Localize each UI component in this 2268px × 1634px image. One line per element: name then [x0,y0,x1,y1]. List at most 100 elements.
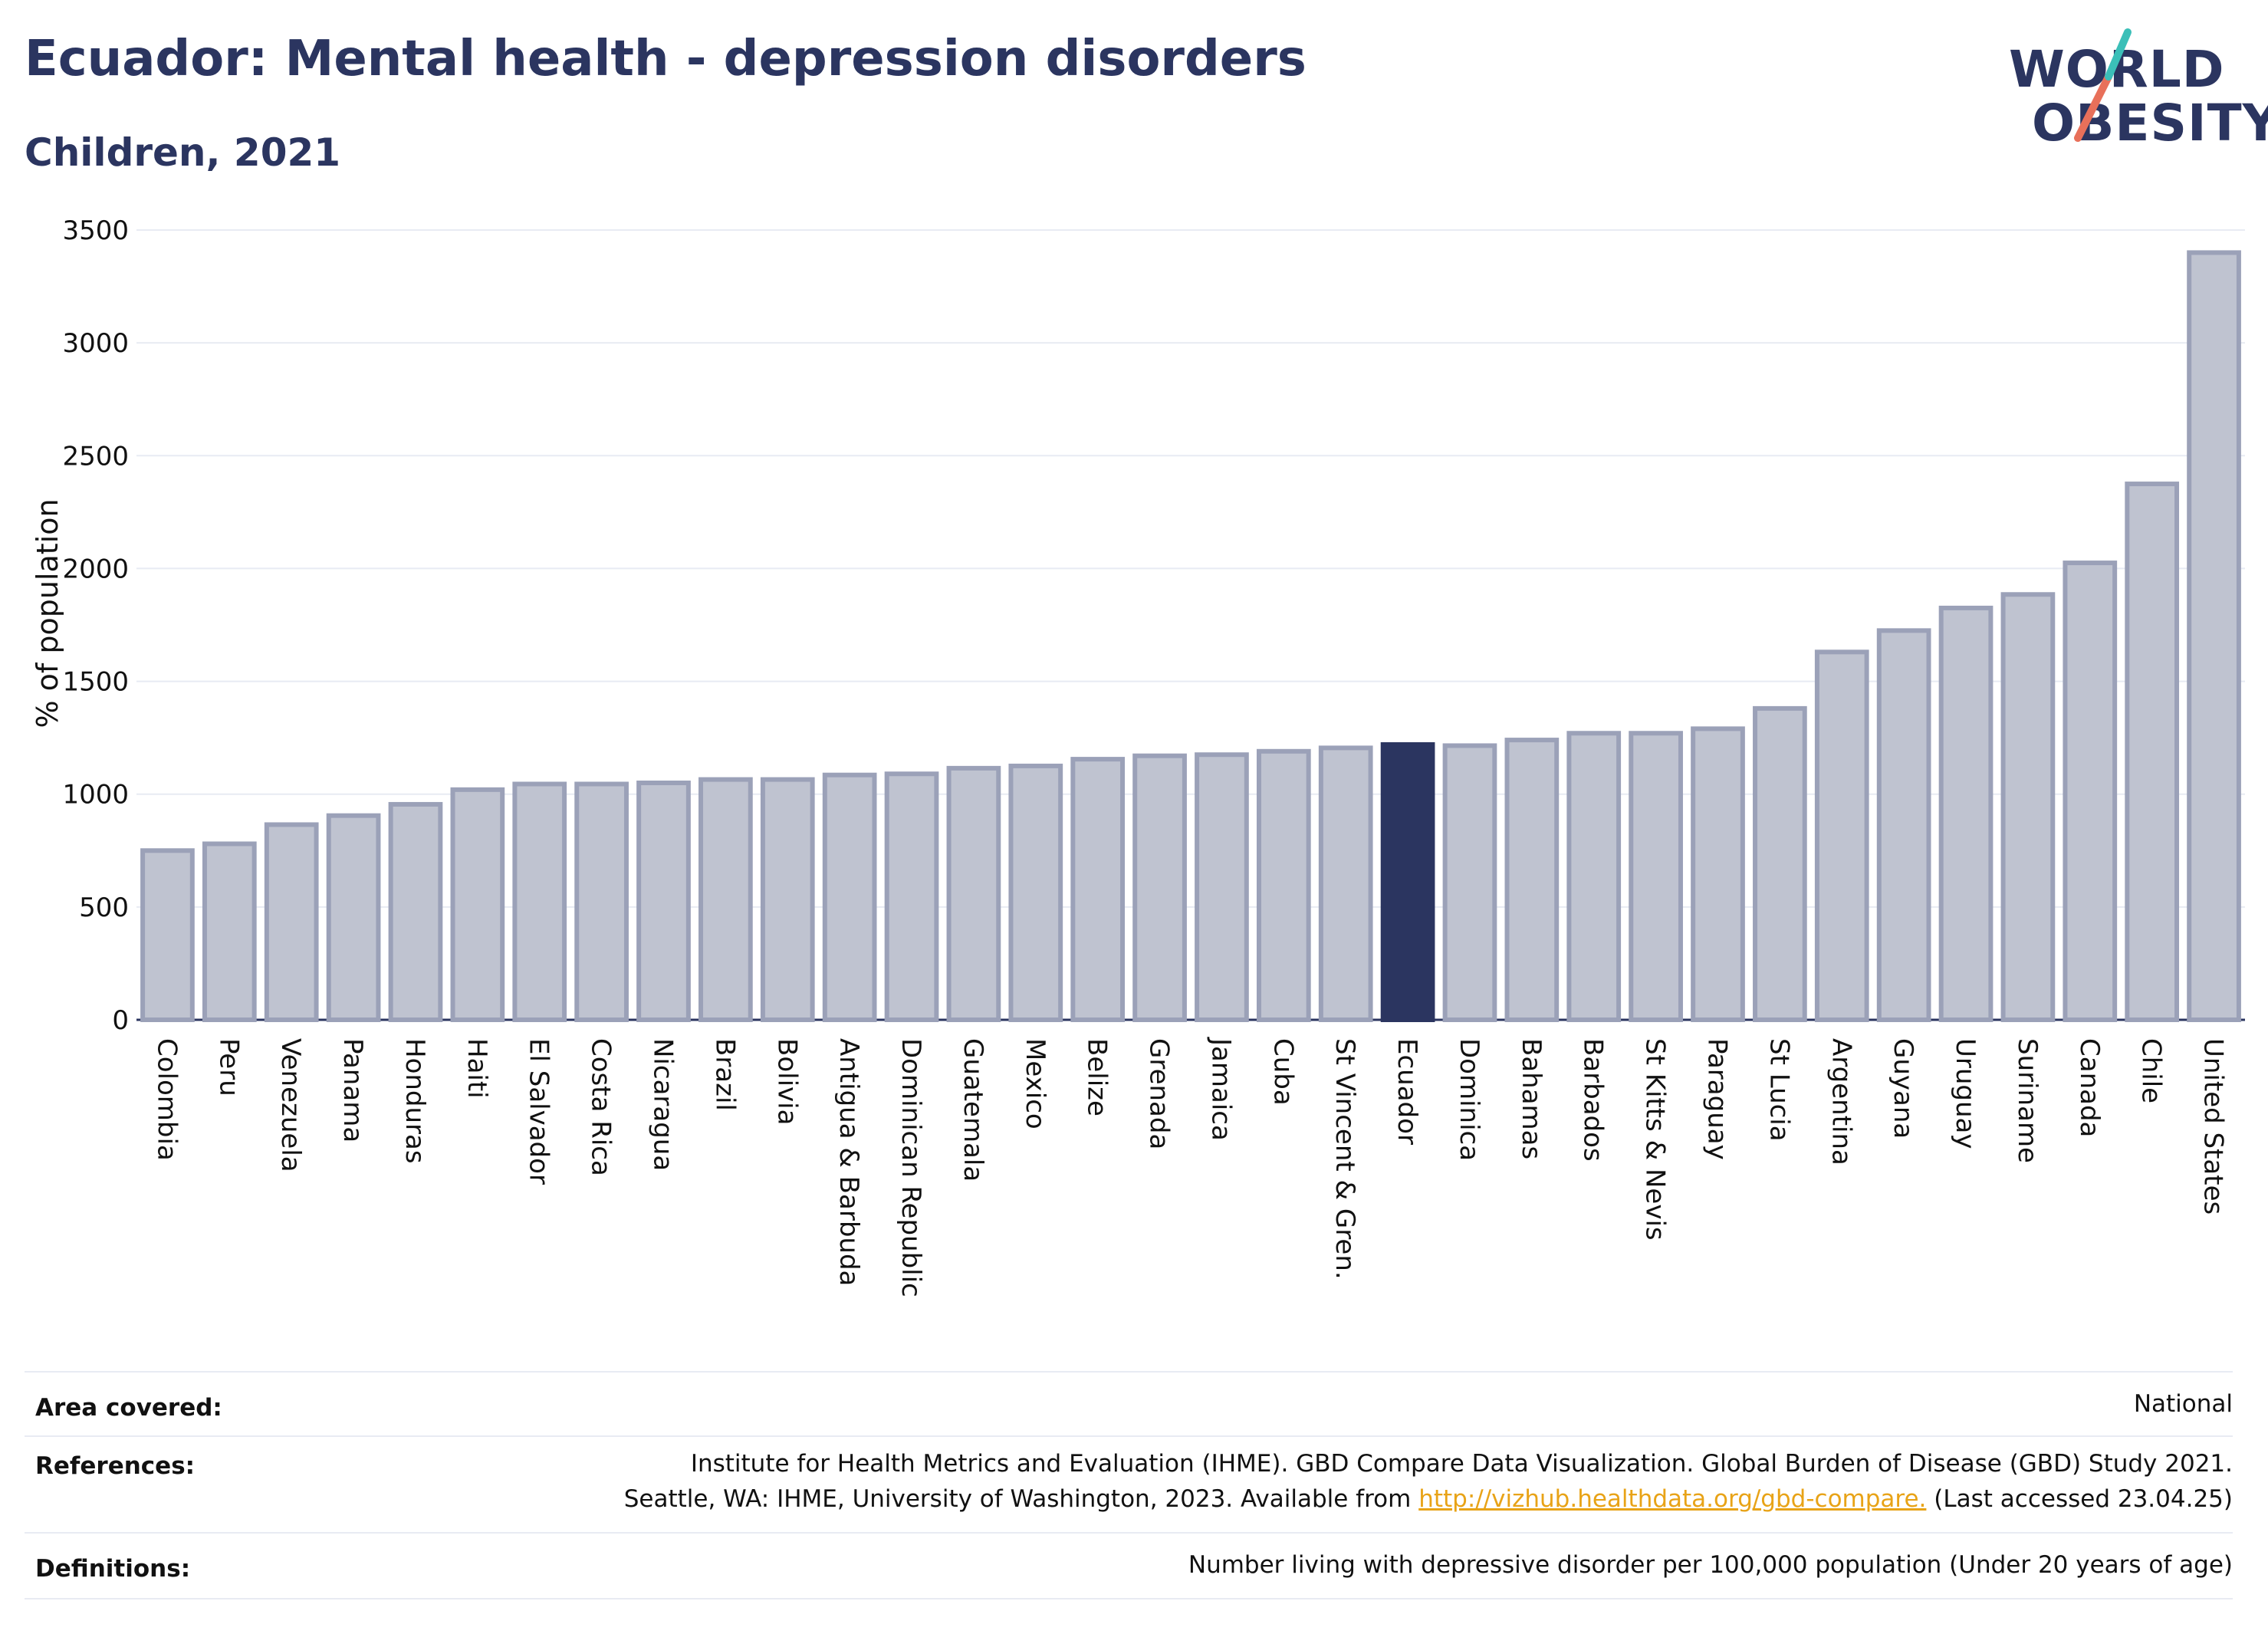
category-label: Grenada [1144,1038,1175,1149]
logo-line2: OBESITY [2032,94,2268,153]
category-label: Guyana [1888,1038,1918,1139]
category-label: Chile [2136,1038,2167,1103]
bar [1195,752,1249,1022]
category-label: Argentina [1826,1038,1856,1165]
y-tick-label: 0 [112,1005,129,1036]
category-label: Peru [213,1038,244,1096]
category-label: Panama [337,1038,368,1142]
category-label: Paraguay [1702,1038,1733,1160]
bar [326,813,381,1023]
bar [1876,628,1931,1022]
references-label: References: [35,1452,196,1480]
bar [1380,741,1435,1022]
references-link[interactable]: http://vizhub.healthdata.org/gbd-compare… [1418,1485,1927,1513]
category-label: Dominica [1454,1038,1484,1161]
bar [1814,649,1869,1022]
bars [140,250,2241,1023]
bar [1132,753,1187,1023]
bar [1008,763,1063,1023]
category-label: St Kitts & Nevis [1640,1038,1671,1241]
category-label: Uruguay [1950,1038,1980,1149]
category-label: Belize [1082,1038,1113,1116]
category-label: Suriname [2012,1038,2043,1163]
y-axis-title: % of population [31,498,64,728]
category-label: El Salvador [524,1038,554,1185]
category-label: Honduras [399,1038,430,1164]
bar [450,787,505,1022]
bar [140,848,195,1022]
bar [264,822,319,1023]
category-label: Cuba [1267,1038,1298,1106]
category-label: Guatemala [958,1038,988,1182]
bar [574,781,629,1022]
bar [946,765,1001,1022]
bar [1256,748,1311,1022]
references-row: References: Institute for Health Metrics… [25,1435,2233,1534]
category-label: Nicaragua [648,1038,679,1171]
bar [1318,745,1373,1023]
bar [1753,705,1807,1023]
category-label: Antigua & Barbuda [833,1038,864,1286]
category-label: Jamaica [1205,1037,1236,1141]
y-tick-label: 500 [79,893,129,923]
category-label: Mexico [1020,1038,1050,1129]
category-label: Colombia [151,1038,182,1161]
category-label: Venezuela [275,1038,306,1172]
category-label: St Vincent & Gren. [1330,1038,1360,1280]
world-obesity-logo: WORLD OBESITY [1994,23,2268,169]
info-table: Area covered: National References: Insti… [25,1371,2233,1601]
bar-chart: Colombia Peru Venezuela Panama Honduras Haiti… [31,215,2245,1297]
bar [1691,726,1745,1022]
bar [1070,757,1126,1022]
category-label: Bahamas [1516,1038,1547,1159]
references-value: Institute for Health Metrics and Evaluat… [624,1446,2233,1517]
bar [202,841,257,1023]
area-covered-value: National [2133,1390,2233,1418]
y-tick-label: 3500 [62,215,129,246]
bar [2187,250,2241,1022]
category-label: Dominican Republic [896,1038,926,1297]
definitions-row: Definitions: Number living with depressi… [25,1532,2233,1599]
bar [698,777,753,1022]
page-subtitle: Children, 2021 [25,130,341,175]
bar [884,771,939,1022]
references-line2: Seattle, WA: IHME, University of Washing… [624,1481,2233,1517]
category-label: Canada [2074,1038,2105,1137]
area-covered-row: Area covered: National [25,1371,2233,1437]
definitions-label: Definitions: [35,1555,191,1583]
bar [1504,738,1560,1022]
category-label: Haiti [462,1038,492,1099]
bar [512,781,567,1022]
category-label: United States [2198,1038,2229,1215]
bar [388,801,443,1022]
category-label: Ecuador [1392,1038,1422,1145]
references-line2-pre: Seattle, WA: IHME, University of Washing… [623,1485,1419,1513]
definitions-value: Number living with depressive disorder p… [1188,1551,2233,1579]
y-tick-labels: 0 500 1000 1500 2000 2500 3000 3500 [62,215,129,1036]
references-line1: Institute for Health Metrics and Evaluat… [690,1450,2233,1478]
y-tick-label: 2500 [62,441,129,472]
y-tick-label: 1000 [62,780,129,810]
category-label: St Lucia [1763,1038,1794,1142]
bar [1629,731,1683,1022]
page-title: Ecuador: Mental health - depression diso… [25,31,1307,87]
bar [1566,731,1622,1022]
references-line2-post: (Last accessed 23.04.25) [1926,1485,2233,1513]
bar [1938,605,1994,1022]
category-label: Bolivia [771,1038,802,1125]
bar [636,781,691,1022]
bar [760,777,815,1022]
y-tick-label: 2000 [62,554,129,584]
bar [2063,561,2118,1023]
bar [1442,743,1497,1022]
y-tick-label: 1500 [62,667,129,698]
bar [2000,592,2056,1022]
category-labels: Colombia Peru Venezuela Panama Honduras Haiti… [151,1037,2228,1297]
y-tick-label: 3000 [62,328,129,359]
bar [2125,482,2180,1023]
category-label: Barbados [1578,1038,1609,1162]
bar [822,772,877,1022]
logo-slash-icon [2074,28,2132,142]
category-label: Brazil [709,1038,740,1111]
category-label: Costa Rica [586,1038,616,1176]
